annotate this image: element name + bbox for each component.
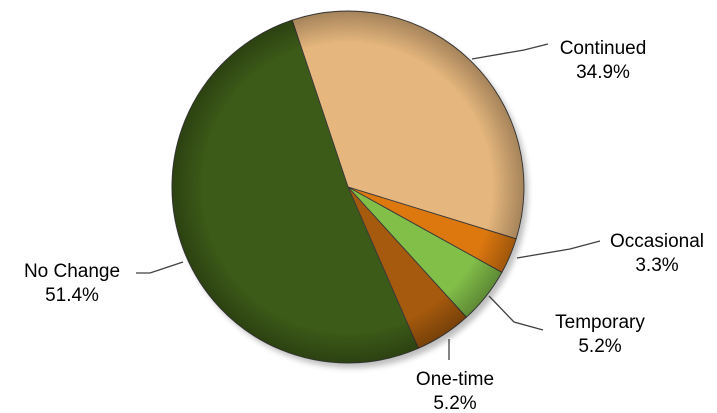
leader-line [471, 43, 549, 60]
leader-line [488, 295, 544, 331]
slice-category-label: Continued [560, 38, 647, 59]
slice-category-label: One-time [416, 369, 494, 390]
slice-value-label: 3.3% [635, 255, 678, 276]
slice-value-label: 5.2% [433, 393, 476, 413]
slice-category-label: Occasional [610, 231, 704, 252]
leader-line [136, 261, 184, 274]
slice-category-label: No Change [24, 261, 120, 282]
pie-slices [171, 10, 525, 364]
leader-line [516, 240, 601, 259]
slice-category-label: Temporary [555, 312, 645, 333]
slice-value-label: 51.4% [45, 285, 99, 306]
slice-value-label: 34.9% [576, 62, 630, 83]
pie-labels: Continued 34.9% Occasional 3.3% Temporary 5.2… [24, 38, 704, 413]
slice-value-label: 5.2% [578, 336, 621, 357]
